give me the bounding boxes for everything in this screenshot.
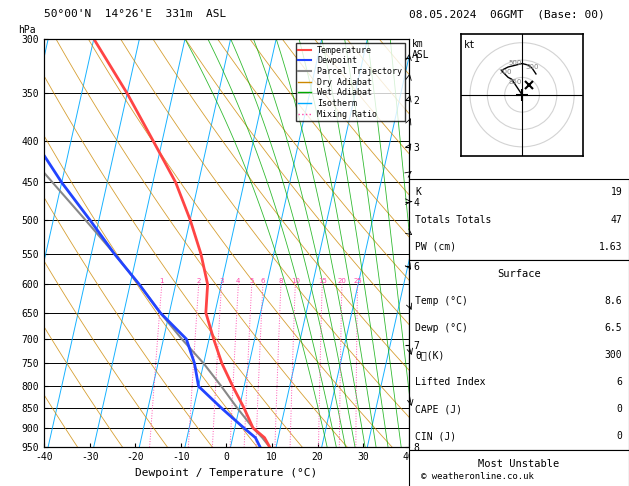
Text: © weatheronline.co.uk: © weatheronline.co.uk [421, 472, 534, 481]
Text: CAPE (J): CAPE (J) [416, 404, 462, 415]
Text: 6: 6 [260, 278, 265, 284]
Text: 1: 1 [160, 278, 164, 284]
Legend: Temperature, Dewpoint, Parcel Trajectory, Dry Adiabat, Wet Adiabat, Isotherm, Mi: Temperature, Dewpoint, Parcel Trajectory… [296, 43, 404, 121]
Text: kt: kt [464, 40, 476, 50]
Text: 10: 10 [291, 278, 300, 284]
Text: 850: 850 [508, 79, 522, 86]
Text: LCL: LCL [411, 443, 426, 451]
Text: km
ASL: km ASL [412, 39, 430, 60]
Text: Surface: Surface [497, 269, 541, 279]
Text: 25: 25 [353, 278, 362, 284]
Text: 3: 3 [220, 278, 224, 284]
Text: 08.05.2024  06GMT  (Base: 00): 08.05.2024 06GMT (Base: 00) [409, 9, 604, 19]
Text: Mixing Ratio (g/kg): Mixing Ratio (g/kg) [423, 192, 433, 294]
Text: 300: 300 [526, 64, 539, 69]
Text: PW (cm): PW (cm) [416, 242, 457, 252]
FancyBboxPatch shape [409, 179, 629, 260]
Text: CIN (J): CIN (J) [416, 432, 457, 441]
Text: θᴇ(K): θᴇ(K) [416, 350, 445, 360]
Text: Most Unstable: Most Unstable [478, 459, 560, 469]
Text: 1.63: 1.63 [599, 242, 623, 252]
Text: K: K [416, 188, 421, 197]
Text: 4: 4 [236, 278, 240, 284]
Text: 19: 19 [611, 188, 623, 197]
Text: 0: 0 [616, 432, 623, 441]
Text: 50°00'N  14°26'E  331m  ASL: 50°00'N 14°26'E 331m ASL [44, 9, 226, 19]
Text: 0: 0 [616, 404, 623, 415]
Text: Lifted Index: Lifted Index [416, 377, 486, 387]
FancyBboxPatch shape [409, 450, 629, 486]
Text: Totals Totals: Totals Totals [416, 214, 492, 225]
Text: 15: 15 [318, 278, 326, 284]
Text: 6.5: 6.5 [604, 323, 623, 333]
Text: 8: 8 [279, 278, 283, 284]
FancyBboxPatch shape [409, 260, 629, 450]
Text: 2: 2 [196, 278, 201, 284]
Text: Dewp (°C): Dewp (°C) [416, 323, 469, 333]
Text: 47: 47 [611, 214, 623, 225]
Text: Temp (°C): Temp (°C) [416, 296, 469, 306]
Text: 6: 6 [616, 377, 623, 387]
Text: 500: 500 [508, 60, 522, 66]
Text: 20: 20 [338, 278, 347, 284]
X-axis label: Dewpoint / Temperature (°C): Dewpoint / Temperature (°C) [135, 468, 318, 478]
Text: 8.6: 8.6 [604, 296, 623, 306]
Text: 700: 700 [498, 69, 511, 75]
Text: hPa: hPa [18, 25, 36, 35]
Text: 300: 300 [604, 350, 623, 360]
Text: 5: 5 [250, 278, 254, 284]
